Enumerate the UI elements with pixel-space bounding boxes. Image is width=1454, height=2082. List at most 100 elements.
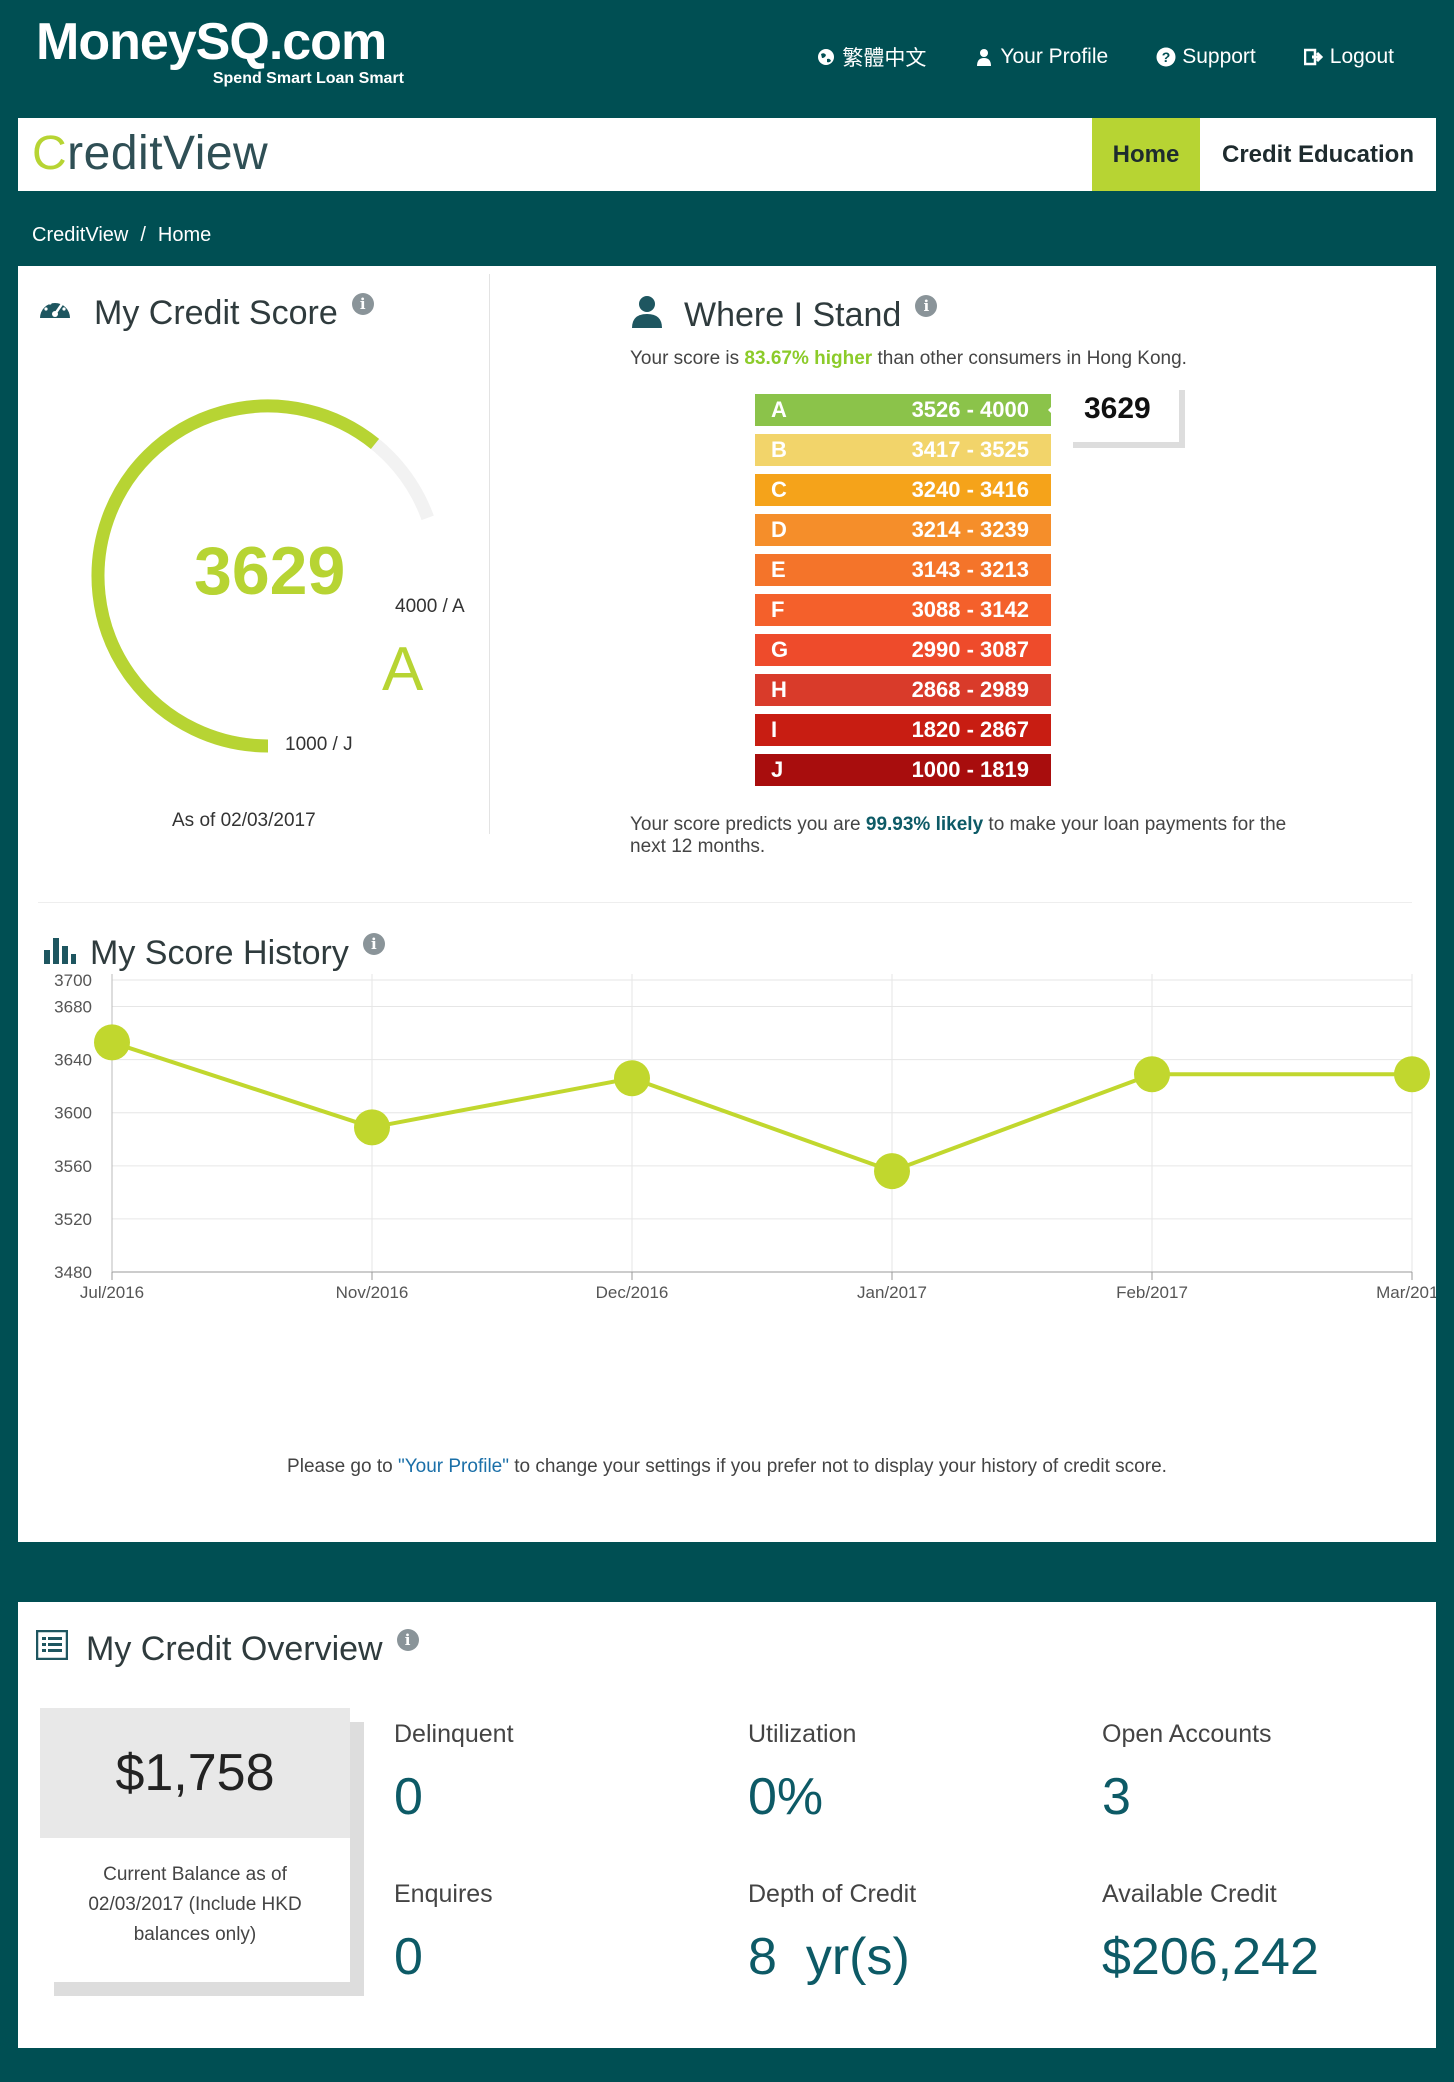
- question-icon: ?: [1156, 47, 1176, 67]
- gauge-max-label: 4000 / A: [395, 596, 465, 617]
- grade-range: 1000 - 1819: [911, 757, 1029, 782]
- stat-open-accounts: Open Accounts 3: [1102, 1720, 1272, 1827]
- current-balance-caption: Current Balance as of 02/03/2017 (Includ…: [88, 1864, 302, 1945]
- where-i-stand-heading: Where I Stand i: [630, 294, 938, 337]
- grade-table: A 3526 - 4000 B 3417 - 3525 C 3240 - 3416 D 321…: [755, 394, 1051, 794]
- stat-label: Enquires: [394, 1880, 493, 1908]
- grade-letter: F: [771, 597, 785, 622]
- tab-credit-education[interactable]: Credit Education: [1221, 140, 1414, 168]
- info-icon[interactable]: i: [351, 292, 374, 315]
- grade-letter: E: [771, 557, 786, 582]
- section-divider: [489, 274, 490, 834]
- percentile-text-after: than other consumers in Hong Kong.: [872, 348, 1187, 369]
- x-tick-label: Dec/2016: [596, 1283, 669, 1302]
- stat-label: Delinquent: [394, 1720, 514, 1748]
- top-header: MoneySQ.com Spend Smart Loan Smart 繁體中文 …: [0, 0, 1454, 116]
- current-balance-box: $1,758 Current Balance as of 02/03/2017 …: [40, 1708, 350, 1982]
- grade-range: 3417 - 3525: [911, 437, 1029, 462]
- prediction-text-before: Your score predicts you are: [630, 814, 866, 835]
- data-point: [614, 1060, 650, 1097]
- nav-logout[interactable]: Logout: [1303, 42, 1394, 72]
- grade-letter: H: [771, 677, 787, 702]
- current-score-value: 3629: [1084, 392, 1151, 425]
- nav-language-label: 繁體中文: [842, 47, 927, 70]
- tab-home[interactable]: Home: [1091, 118, 1200, 191]
- stat-delinquent: Delinquent 0: [394, 1720, 514, 1827]
- info-icon[interactable]: i: [915, 294, 938, 317]
- score-as-of-date: As of 02/03/2017: [172, 810, 316, 831]
- credit-overview-card: My Credit Overview i $1,758 Current Bala…: [18, 1602, 1436, 2048]
- score-history-title: My Score History: [90, 934, 349, 972]
- stat-value: 0: [394, 1768, 423, 1826]
- grade-letter: I: [771, 717, 778, 742]
- credit-score-grade: A: [382, 635, 424, 704]
- info-icon[interactable]: i: [362, 932, 385, 955]
- stat-depth-of-credit: Depth of Credit 8 yr(s): [748, 1880, 916, 1987]
- history-settings-note: Please go to "Your Profile" to change yo…: [18, 1456, 1436, 1478]
- section-divider: [38, 902, 1412, 903]
- creditview-bar: CreditView Home Credit Education: [18, 118, 1436, 191]
- logo-text: MoneySQ.com: [36, 13, 387, 71]
- logo-tagline: Spend Smart Loan Smart: [212, 70, 404, 87]
- stat-label: Depth of Credit: [748, 1880, 917, 1908]
- creditview-title[interactable]: CreditView: [32, 126, 268, 181]
- score-history-line: [111, 1040, 1412, 1174]
- y-tick-label: 3520: [54, 1210, 92, 1229]
- user-icon: [974, 47, 994, 67]
- grade-letter: G: [771, 637, 789, 662]
- stat-label: Available Credit: [1102, 1880, 1277, 1908]
- grade-letter: B: [771, 437, 787, 462]
- breadcrumb: CreditView / Home: [32, 224, 211, 247]
- current-grade-pointer: [1048, 394, 1064, 426]
- stat-enquires: Enquires 0: [394, 1880, 493, 1987]
- grade-row-g: G 2990 - 3087: [755, 634, 1051, 666]
- stat-value: $206,242: [1102, 1928, 1319, 1986]
- stat-value: 0%: [748, 1768, 824, 1826]
- your-profile-link[interactable]: "Your Profile": [397, 1456, 509, 1477]
- logout-icon: [1303, 47, 1324, 67]
- nav-language[interactable]: 繁體中文: [816, 42, 926, 72]
- x-tick-label: Jan/2017: [857, 1283, 927, 1302]
- grade-row-f: F 3088 - 3142: [755, 594, 1051, 626]
- x-tick-label: Jul/2016: [80, 1283, 144, 1302]
- breadcrumb-creditview[interactable]: CreditView: [32, 224, 129, 246]
- prediction-highlight: 99.93% likely: [865, 814, 984, 835]
- grade-range: 3088 - 3142: [911, 597, 1029, 622]
- score-history-heading: My Score History i: [42, 932, 385, 973]
- grade-row-b: B 3417 - 3525: [755, 434, 1051, 466]
- x-tick-label: Feb/2017: [1116, 1283, 1188, 1302]
- nav-support[interactable]: ? Support: [1156, 42, 1256, 72]
- moneysq-logo[interactable]: MoneySQ.com Spend Smart Loan Smart: [36, 14, 426, 94]
- credit-score-value: 3629: [194, 533, 346, 609]
- stat-label: Open Accounts: [1102, 1720, 1272, 1748]
- gauge-fill: [91, 399, 380, 753]
- creditview-title-rest: reditView: [67, 127, 269, 180]
- y-tick-label: 3480: [54, 1263, 92, 1282]
- creditview-title-c: C: [32, 127, 68, 180]
- info-icon[interactable]: i: [396, 1628, 419, 1651]
- grade-row-e: E 3143 - 3213: [755, 554, 1051, 586]
- grade-row-d: D 3214 - 3239: [755, 514, 1051, 546]
- grade-range: 2868 - 2989: [911, 677, 1029, 702]
- note-text-after: to change your settings if you prefer no…: [508, 1456, 1167, 1477]
- creditview-nav: Home Credit Education: [1091, 118, 1436, 191]
- x-tick-label: Nov/2016: [336, 1283, 409, 1302]
- grade-row-c: C 3240 - 3416: [755, 474, 1051, 506]
- breadcrumb-separator: /: [140, 224, 146, 246]
- where-i-stand-title: Where I Stand: [684, 296, 902, 334]
- nav-logout-label: Logout: [1329, 45, 1394, 68]
- percentile-text: Your score is 83.67% higher than other c…: [630, 348, 1187, 370]
- credit-score-gauge: [91, 399, 434, 753]
- y-tick-label: 3680: [54, 998, 92, 1017]
- stat-value: 8 yr(s): [748, 1928, 910, 1986]
- grade-range: 2990 - 3087: [911, 637, 1029, 662]
- credit-score-title: My Credit Score: [94, 294, 338, 332]
- stat-label: Utilization: [748, 1720, 857, 1748]
- current-score-box: [1073, 390, 1185, 448]
- percentile-highlight: 83.67% higher: [744, 348, 873, 369]
- nav-your-profile[interactable]: Your Profile: [974, 42, 1108, 72]
- globe-icon: [816, 47, 836, 67]
- grade-range: 3240 - 3416: [911, 477, 1029, 502]
- breadcrumb-home[interactable]: Home: [157, 224, 212, 246]
